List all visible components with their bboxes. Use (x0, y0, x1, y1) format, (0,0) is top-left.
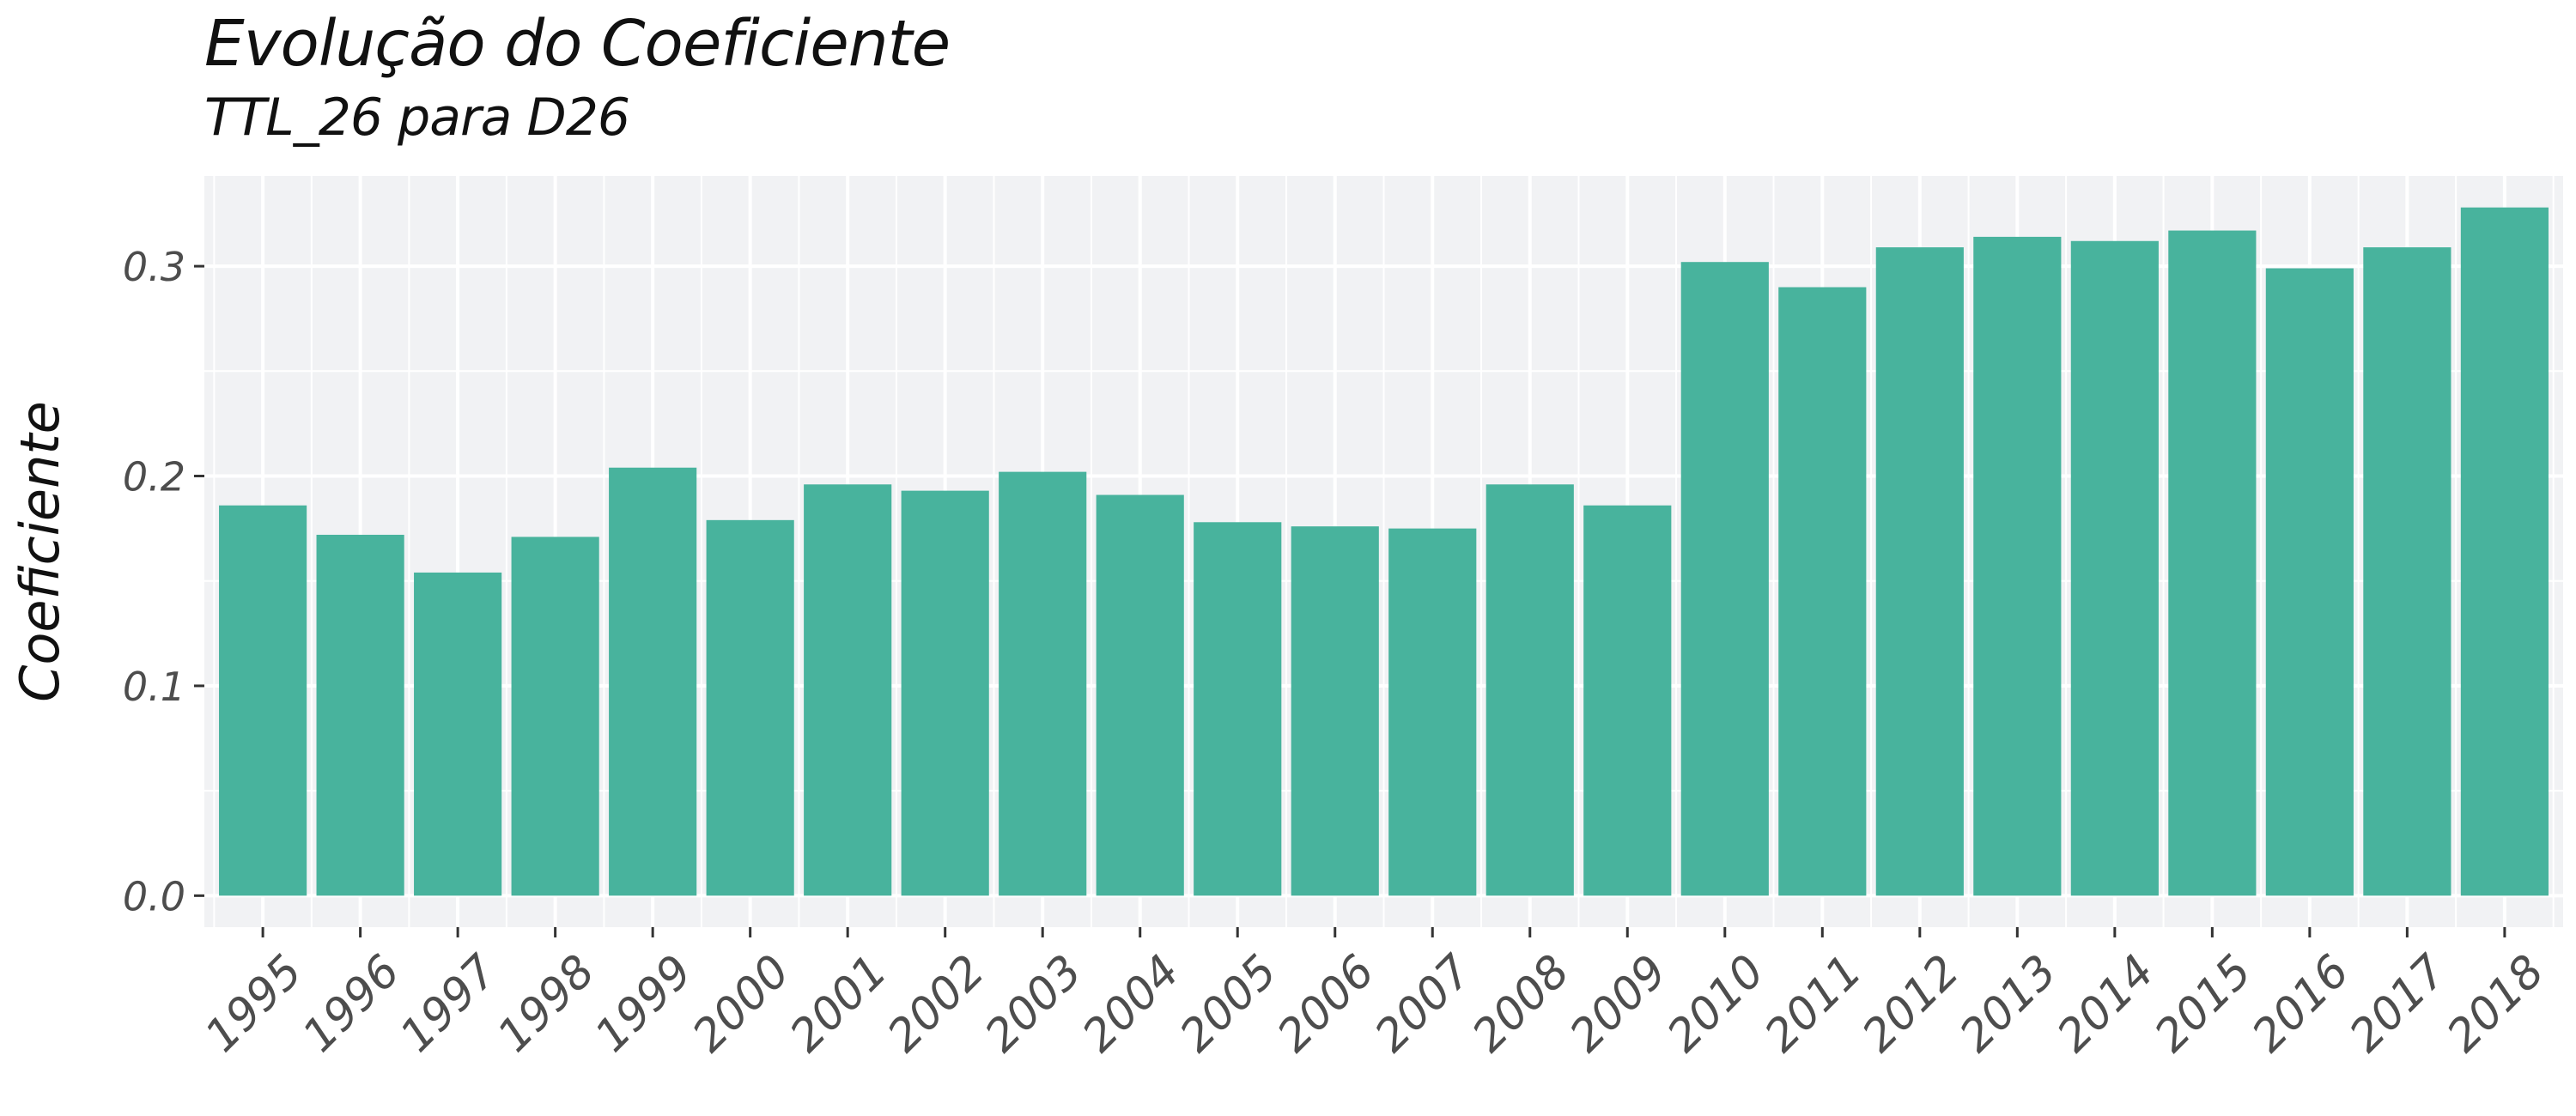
x-tick-label: 2007 (1365, 945, 1482, 1062)
x-tick-label: 2004 (1072, 945, 1189, 1062)
x-tick-label: 2011 (1755, 945, 1872, 1062)
bar-2014 (2070, 240, 2159, 896)
y-tick-label: 0.2 (123, 454, 185, 500)
bar-2011 (1778, 287, 1867, 896)
bar-1998 (511, 537, 599, 896)
bar-2008 (1485, 484, 1574, 896)
x-tick-label: 2006 (1268, 945, 1385, 1062)
bars (219, 207, 2549, 896)
y-tick-label: 0.1 (123, 664, 185, 710)
bar-2005 (1194, 522, 1282, 896)
x-tick-label: 2015 (2145, 945, 2262, 1062)
x-tick-label: 2003 (975, 945, 1092, 1062)
bar-2012 (1875, 247, 1964, 896)
bar-2009 (1583, 505, 1672, 896)
bar-1996 (316, 534, 404, 896)
x-tick-label: 2014 (2048, 945, 2165, 1062)
x-tick-label: 2009 (1560, 945, 1677, 1062)
bar-1997 (414, 572, 502, 896)
bar-2016 (2265, 268, 2354, 896)
x-tick-label: 1997 (391, 945, 507, 1062)
x-tick-label: 1999 (586, 945, 702, 1062)
chart-title: Evolução do Coeficiente (204, 7, 951, 81)
bar-2017 (2363, 247, 2451, 896)
x-tick-label: 2013 (1950, 945, 2067, 1062)
bar-2010 (1680, 262, 1769, 896)
bar-2018 (2460, 207, 2549, 896)
x-tick-label: 2012 (1853, 945, 1970, 1062)
x-tick-label: 2001 (781, 945, 897, 1062)
x-tick-label: 2016 (2243, 945, 2360, 1062)
bar-1999 (609, 467, 697, 896)
x-tick-label: 2005 (1170, 945, 1287, 1062)
x-tick-label: 1995 (196, 945, 313, 1062)
y-tick-label: 0.3 (123, 244, 185, 290)
y-axis: 0.0 0.1 0.2 0.3 (123, 244, 204, 919)
x-tick-label: 2018 (2438, 945, 2555, 1062)
y-axis-label: Coeficiente (9, 401, 71, 702)
x-tick-label: 2017 (2340, 945, 2457, 1062)
chart-subtitle: TTL_26 para D26 (204, 88, 630, 148)
bar-2013 (1973, 236, 2062, 896)
bar-2006 (1291, 526, 1379, 896)
bar-1995 (219, 505, 307, 896)
bar-2004 (1096, 494, 1184, 896)
x-tick-label: 2008 (1463, 945, 1580, 1062)
bar-2015 (2168, 230, 2257, 896)
x-tick-label: 2010 (1658, 945, 1775, 1062)
bar-2002 (901, 490, 989, 896)
x-tick-label: 1996 (293, 945, 410, 1062)
bar-2007 (1388, 528, 1477, 896)
x-tick-label: 1998 (488, 945, 605, 1062)
y-tick-label: 0.0 (123, 873, 185, 919)
x-tick-label: 2002 (878, 945, 994, 1062)
x-tick-label: 2000 (683, 945, 799, 1062)
bar-2001 (804, 484, 892, 896)
bar-2003 (999, 471, 1087, 896)
bar-2000 (706, 519, 794, 896)
x-axis: 1995199619971998199920002001200220032004… (196, 927, 2555, 1062)
